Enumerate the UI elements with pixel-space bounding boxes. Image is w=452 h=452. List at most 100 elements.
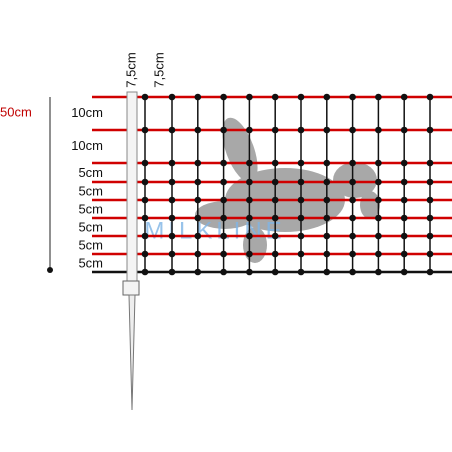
knot	[246, 178, 253, 186]
knot	[168, 232, 176, 240]
knot	[141, 178, 149, 186]
knot	[194, 232, 202, 240]
knot	[141, 196, 149, 204]
knot	[375, 268, 382, 276]
knot	[168, 250, 176, 258]
row-spacing-label: 5cm	[78, 201, 103, 216]
knot	[297, 268, 305, 276]
knot	[400, 250, 408, 258]
knot	[426, 126, 434, 134]
row-spacing-label: 5cm	[78, 255, 103, 270]
knot	[375, 250, 382, 258]
knot	[271, 126, 279, 134]
knot	[375, 159, 382, 167]
knot	[297, 93, 305, 101]
post-spacing-label: 7,5cm	[151, 52, 166, 87]
knot	[141, 250, 149, 258]
knot	[194, 178, 202, 186]
knot	[168, 214, 176, 222]
knot	[297, 250, 305, 258]
knot	[220, 250, 227, 258]
knot	[349, 214, 356, 222]
knot	[271, 178, 279, 186]
knot	[271, 250, 279, 258]
knot	[168, 93, 176, 101]
knot	[349, 93, 356, 101]
knot	[375, 196, 382, 204]
row-spacing-label: 10cm	[71, 105, 103, 120]
knot	[297, 126, 305, 134]
knot	[246, 250, 253, 258]
row-spacing-label: 5cm	[78, 165, 103, 180]
knot	[400, 196, 408, 204]
knot	[246, 196, 253, 204]
knot	[246, 214, 253, 222]
knot	[220, 126, 227, 134]
knot	[400, 159, 408, 167]
row-spacing-label: 10cm	[71, 138, 103, 153]
knot	[297, 178, 305, 186]
knot	[220, 196, 227, 204]
knot	[323, 214, 331, 222]
knot	[194, 214, 202, 222]
knot	[426, 214, 434, 222]
knot	[349, 126, 356, 134]
knot	[297, 159, 305, 167]
knot	[246, 232, 253, 240]
knot	[271, 232, 279, 240]
knot	[297, 232, 305, 240]
knot	[426, 196, 434, 204]
knot	[141, 232, 149, 240]
knot	[323, 250, 331, 258]
knot	[168, 196, 176, 204]
total-height-label: 50cm	[0, 104, 32, 119]
knot	[141, 93, 149, 101]
knot	[194, 126, 202, 134]
knot	[220, 178, 227, 186]
knot	[400, 214, 408, 222]
knot	[297, 214, 305, 222]
knot	[271, 214, 279, 222]
knot	[271, 196, 279, 204]
knot	[375, 178, 382, 186]
knot	[141, 159, 149, 167]
knot	[194, 196, 202, 204]
post-spacing-label: 7,5cm	[123, 52, 138, 87]
knot	[426, 250, 434, 258]
knot	[349, 268, 356, 276]
knot	[323, 93, 331, 101]
knot	[194, 159, 202, 167]
knot	[426, 93, 434, 101]
knot	[400, 126, 408, 134]
knot	[220, 159, 227, 167]
knot	[220, 214, 227, 222]
knot	[246, 268, 253, 276]
row-spacing-label: 5cm	[78, 219, 103, 234]
knot	[220, 93, 227, 101]
knot	[323, 196, 331, 204]
knot	[400, 178, 408, 186]
knot	[246, 126, 253, 134]
knot	[194, 250, 202, 258]
knot	[271, 93, 279, 101]
knot	[349, 178, 356, 186]
knot	[323, 178, 331, 186]
knot	[168, 126, 176, 134]
post	[122, 91, 140, 411]
knot	[400, 93, 408, 101]
knot	[323, 126, 331, 134]
knot	[246, 159, 253, 167]
knot	[168, 178, 176, 186]
knot	[323, 159, 331, 167]
knot	[400, 232, 408, 240]
knot	[141, 268, 149, 276]
knot	[426, 268, 434, 276]
knot	[349, 232, 356, 240]
knot	[349, 196, 356, 204]
knot	[297, 196, 305, 204]
knot	[194, 268, 202, 276]
knot	[220, 268, 227, 276]
row-labels: 10cm 10cm 5cm 5cm 5cm 5cm 5cm 5cm	[71, 105, 103, 271]
row-spacing-label: 5cm	[78, 183, 103, 198]
